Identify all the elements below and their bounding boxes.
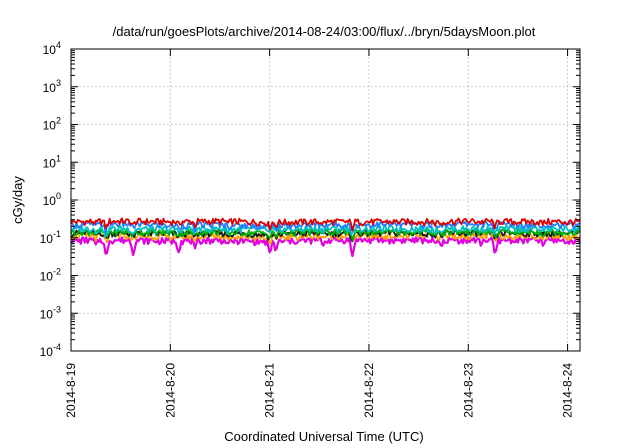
x-tick-label: 2014-8-19 — [64, 363, 78, 418]
y-tick-label: 101 — [43, 153, 61, 170]
x-tick-label: 2014-8-22 — [362, 363, 376, 418]
y-tick-label: 104 — [43, 40, 61, 57]
series-line — [70, 232, 581, 244]
x-axis: 2014-8-19 2014-8-20 2014-8-21 2014-8-22 2014… — [64, 49, 575, 418]
x-tick-label: 2014-8-24 — [561, 363, 575, 418]
x-tick-label: 2014-8-21 — [263, 363, 277, 418]
y-tick-label: 10-3 — [40, 304, 61, 321]
series-line — [70, 236, 581, 258]
chart-title: /data/run/goesPlots/archive/2014-08-24/0… — [113, 24, 536, 39]
x-axis-label: Coordinated Universal Time (UTC) — [224, 429, 423, 444]
y-tick-label: 10-1 — [40, 229, 61, 246]
grid — [71, 49, 580, 351]
x-tick-label: 2014-8-20 — [163, 363, 177, 418]
y-axis-label: cGy/day — [10, 176, 25, 224]
y-tick-label: 10-2 — [40, 267, 61, 284]
x-tick-label: 2014-8-23 — [461, 363, 475, 418]
y-tick-label: 10-4 — [40, 342, 61, 359]
series-line — [70, 228, 581, 241]
series-layer — [70, 217, 581, 258]
y-tick-label: 102 — [43, 116, 61, 133]
y-tick-label: 100 — [43, 191, 61, 208]
series-line — [70, 217, 581, 232]
y-axis: 10-4 10-3 10-2 10-1 100 101 102 103 104 — [40, 40, 580, 359]
y-tick-label: 103 — [43, 78, 61, 95]
